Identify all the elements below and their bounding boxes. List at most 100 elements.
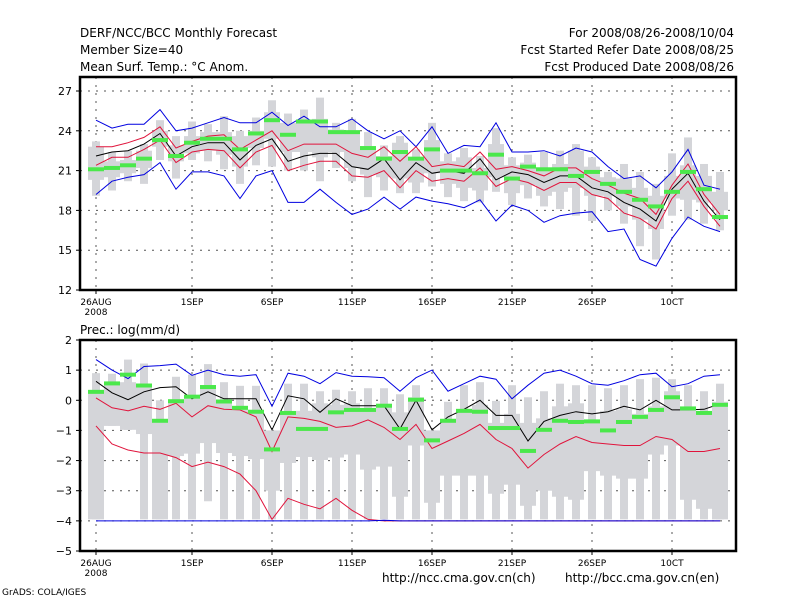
precip-median-marker bbox=[312, 426, 328, 431]
temperature-median-marker bbox=[200, 136, 216, 141]
precip-ytick-label: −4 bbox=[56, 515, 72, 528]
temperature-median-marker bbox=[264, 118, 280, 123]
precip-median-marker bbox=[456, 408, 472, 413]
precip-median-marker bbox=[248, 409, 264, 414]
temperature-median-marker bbox=[344, 130, 360, 135]
precip-box-body bbox=[616, 409, 632, 479]
title-line-2: Member Size=40 bbox=[80, 43, 184, 57]
fcst-started-date: Fcst Started Refer Date 2008/08/25 bbox=[520, 43, 734, 57]
temperature-box-body bbox=[360, 146, 376, 175]
precip-box-body bbox=[488, 422, 504, 494]
fcst-produced-date: Fcst Produced Date 2008/08/26 bbox=[544, 60, 734, 74]
precip-median-marker bbox=[600, 428, 616, 433]
precip-box-body bbox=[520, 422, 536, 506]
precip-median-marker bbox=[168, 399, 184, 404]
temperature-plot-frame bbox=[78, 75, 738, 292]
temperature-median-marker bbox=[296, 119, 312, 124]
temperature-box-body bbox=[200, 132, 216, 151]
temperature-median-marker bbox=[216, 136, 232, 141]
link-ncc[interactable]: http://ncc.cma.gov.cn(ch) bbox=[382, 571, 536, 585]
precip-box-whisker bbox=[668, 379, 676, 520]
temperature-box-body bbox=[280, 122, 296, 153]
precip-xtick-label: 10CT bbox=[660, 559, 684, 569]
temperature-median-marker bbox=[648, 204, 664, 209]
temperature-median-marker bbox=[456, 168, 472, 173]
precip-box-body bbox=[168, 401, 184, 457]
precip-box-whisker bbox=[412, 385, 420, 520]
precip-box-body bbox=[600, 410, 616, 476]
precip-median-marker bbox=[536, 427, 552, 432]
precip-box-body bbox=[456, 412, 472, 476]
temperature-xtick-year: 2008 bbox=[85, 308, 108, 318]
precip-ytick-label: −2 bbox=[56, 455, 72, 468]
precip-box-body bbox=[184, 396, 200, 454]
temperature-xtick-label: 26SEP bbox=[578, 298, 607, 308]
temperature-median-marker bbox=[184, 140, 200, 145]
precip-box-body bbox=[408, 397, 424, 446]
temperature-median-marker bbox=[664, 189, 680, 194]
precip-box-body bbox=[392, 412, 408, 497]
precip-box-body bbox=[568, 403, 584, 500]
precip-box-body bbox=[584, 421, 600, 472]
temperature-xtick-label: 11SEP bbox=[338, 298, 367, 308]
temperature-median-marker bbox=[248, 131, 264, 136]
temperature-xtick-label: 6SEP bbox=[261, 298, 284, 308]
title-line-1: DERF/NCC/BCC Monthly Forecast bbox=[80, 26, 278, 40]
precip-box-body bbox=[696, 412, 712, 509]
precip-ytick-label: 1 bbox=[65, 364, 72, 377]
precip-ytick-label: 2 bbox=[65, 334, 72, 347]
temperature-median-marker bbox=[392, 150, 408, 155]
precip-median-marker bbox=[280, 410, 296, 415]
forecast-period: For 2008/08/26-2008/10/04 bbox=[568, 26, 734, 40]
temperature-median-marker bbox=[152, 138, 168, 143]
precip-ytick-label: −3 bbox=[56, 485, 72, 498]
precip-line-upper-sigma bbox=[95, 397, 721, 469]
precip-median-marker bbox=[680, 406, 696, 411]
precip-box-body bbox=[632, 413, 648, 479]
grads-credit: GrADS: COLA/IGES bbox=[2, 588, 87, 598]
temperature-median-marker bbox=[136, 156, 152, 161]
temperature-box-body bbox=[424, 140, 440, 174]
precip-box-body bbox=[552, 406, 568, 497]
temperature-box-body bbox=[600, 177, 616, 196]
precip-panel-title: Prec.: log(mm/d) bbox=[80, 323, 181, 337]
precip-median-marker bbox=[440, 418, 456, 423]
temperature-median-marker bbox=[584, 169, 600, 174]
precip-median-marker bbox=[616, 419, 632, 424]
precip-median-marker bbox=[488, 426, 504, 431]
temperature-line-lower-sigma bbox=[95, 139, 721, 230]
precip-xtick-label: 16SEP bbox=[418, 559, 447, 569]
precip-box-body bbox=[280, 412, 296, 463]
precip-xtick-label: 21SEP bbox=[498, 559, 527, 569]
precip-box-body bbox=[232, 406, 248, 457]
precip-line-ensemble-min bbox=[96, 519, 720, 522]
precip-box-whisker bbox=[348, 391, 356, 520]
temperature-ytick-label: 24 bbox=[58, 125, 72, 138]
temperature-median-marker bbox=[312, 119, 328, 124]
temperature-median-marker bbox=[168, 154, 184, 159]
temperature-median-marker bbox=[440, 168, 456, 173]
precip-median-marker bbox=[648, 407, 664, 412]
precip-median-marker bbox=[408, 397, 424, 402]
precip-box-body bbox=[344, 403, 360, 455]
precip-box-body bbox=[200, 387, 216, 444]
link-bcc[interactable]: http://bcc.cma.gov.cn(en) bbox=[565, 571, 720, 585]
temperature-box-body bbox=[88, 146, 104, 180]
precip-box-body bbox=[120, 382, 136, 430]
precip-median-marker bbox=[568, 419, 584, 424]
temperature-median-marker bbox=[696, 187, 712, 192]
precip-box-body bbox=[88, 391, 104, 520]
precip-median-marker bbox=[152, 418, 168, 423]
precip-xtick-label: 26AUG bbox=[80, 559, 111, 569]
temperature-line-ensemble-min bbox=[95, 161, 721, 267]
precip-ytick-label: −1 bbox=[56, 424, 72, 437]
temperature-box-body bbox=[344, 130, 360, 168]
precip-median-marker bbox=[696, 410, 712, 415]
precip-median-marker bbox=[504, 426, 520, 431]
temperature-box-body bbox=[296, 120, 312, 153]
precip-median-marker bbox=[392, 426, 408, 431]
temperature-median-marker bbox=[504, 176, 520, 181]
temperature-ytick-label: 27 bbox=[58, 85, 72, 98]
precip-xtick-label: 26SEP bbox=[578, 559, 607, 569]
temperature-median-marker bbox=[632, 197, 648, 202]
